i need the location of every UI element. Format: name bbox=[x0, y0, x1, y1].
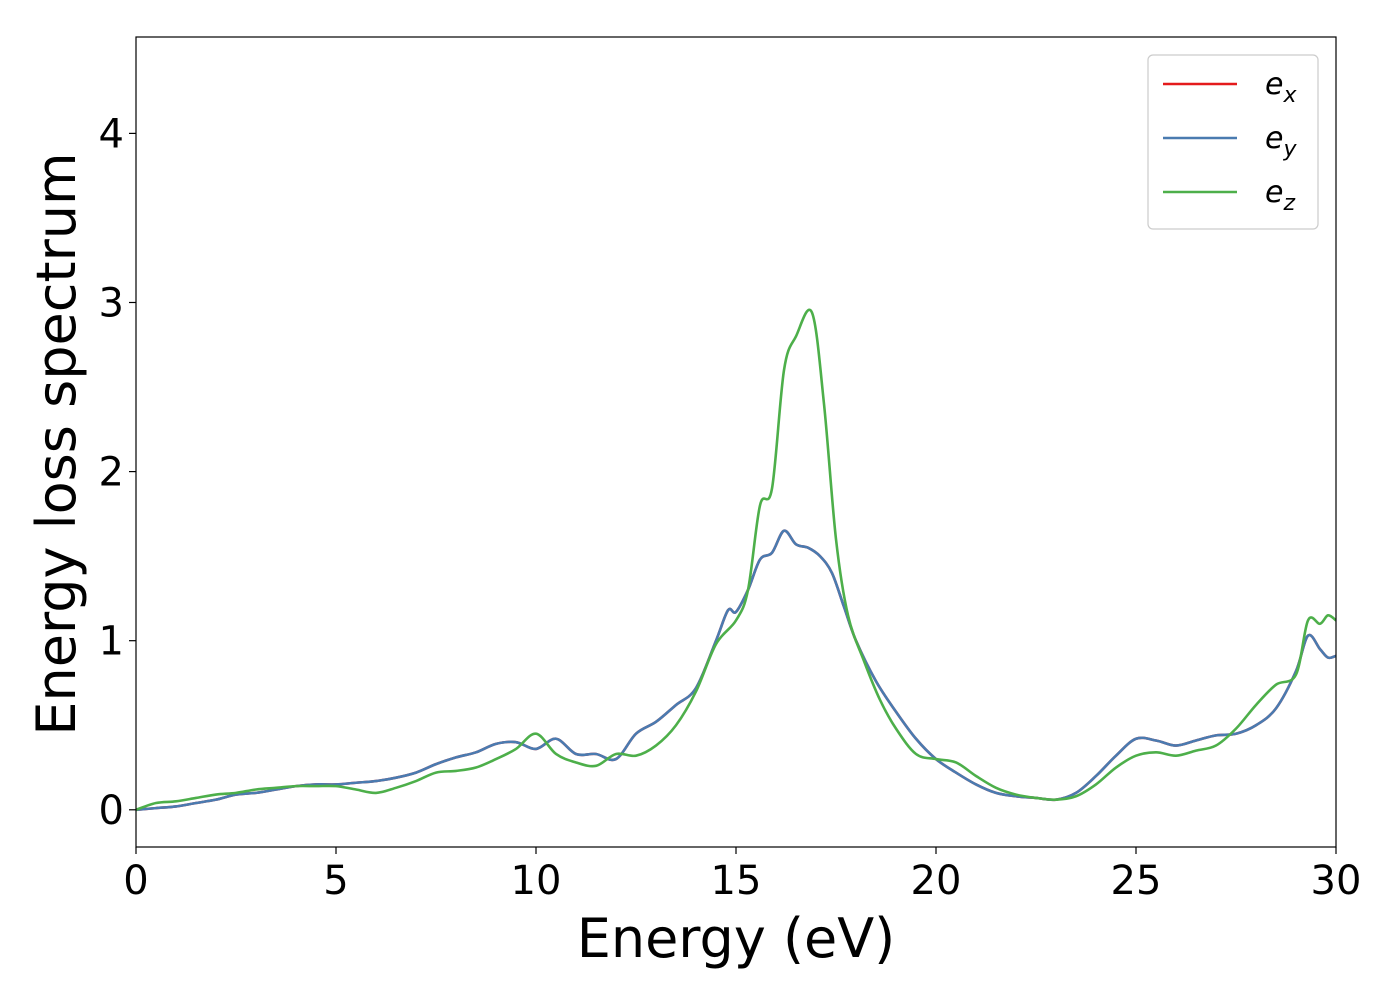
x-tick-label: 25 bbox=[1111, 858, 1162, 904]
legend-label-ey: ey bbox=[1265, 121, 1297, 162]
x-tick-label: 15 bbox=[711, 858, 762, 904]
series-layer bbox=[136, 308, 1336, 812]
y-axis-title: Energy loss spectrum bbox=[25, 152, 88, 735]
legend-box bbox=[1147, 54, 1319, 230]
legend-label-ex: ex bbox=[1265, 67, 1297, 108]
series-line-ez bbox=[136, 308, 1336, 812]
y-tick-label: 3 bbox=[99, 280, 124, 326]
x-tick-label: 5 bbox=[323, 858, 348, 904]
x-tick-label: 10 bbox=[511, 858, 562, 904]
legend-label-ez: ez bbox=[1265, 175, 1295, 216]
y-tick-label: 2 bbox=[99, 450, 124, 496]
y-tick-label: 1 bbox=[99, 619, 124, 665]
y-tick-label: 4 bbox=[99, 111, 124, 157]
y-axis-ticks: 0 1 2 3 4 bbox=[99, 111, 136, 834]
legend: ex ey ez bbox=[1147, 54, 1319, 230]
x-tick-label: 30 bbox=[1311, 858, 1362, 904]
y-tick-label: 0 bbox=[99, 788, 124, 834]
x-tick-label: 0 bbox=[123, 858, 148, 904]
x-axis-title: Energy (eV) bbox=[577, 907, 896, 970]
series-line-ey bbox=[136, 529, 1336, 812]
x-axis-ticks: 0 5 10 15 20 25 30 bbox=[123, 847, 1361, 904]
x-tick-label: 20 bbox=[911, 858, 962, 904]
